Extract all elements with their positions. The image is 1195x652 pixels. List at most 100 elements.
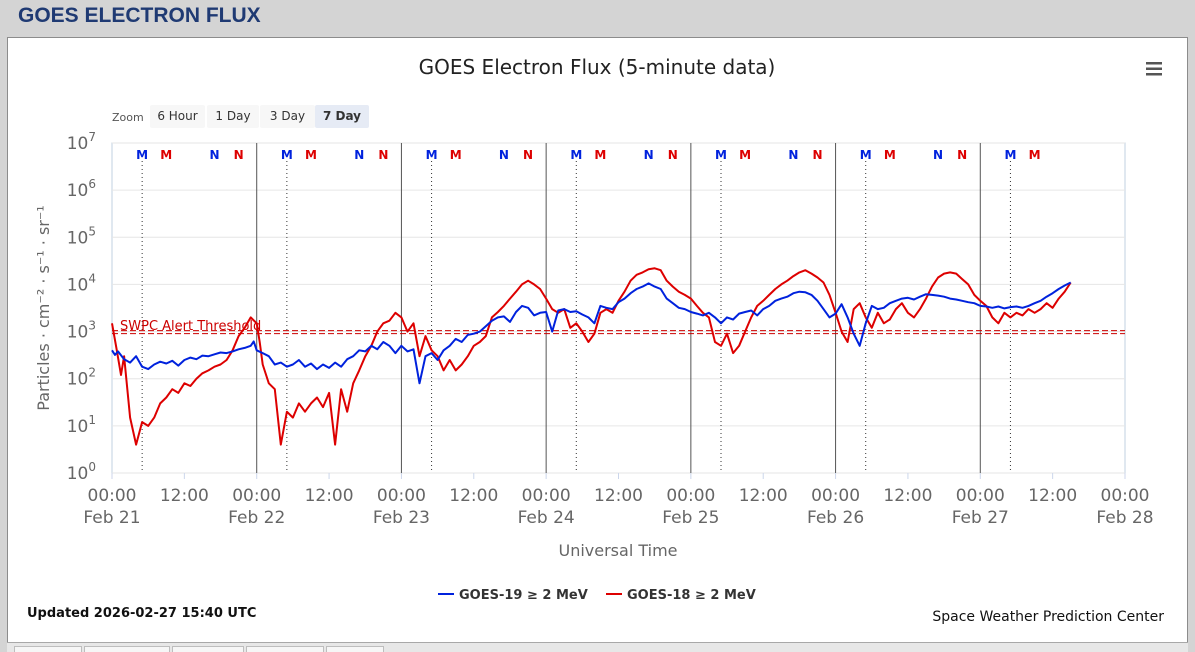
y-tick-label: 105 <box>67 224 96 248</box>
x-tick-time: 12:00 <box>1028 486 1077 506</box>
zoom-button-label: 7 Day <box>323 109 361 123</box>
x-tick-time: 12:00 <box>739 486 788 506</box>
threshold-label: SWPC Alert Threshold <box>120 319 261 334</box>
zoom-button-label: 6 Hour <box>157 109 197 123</box>
series-group <box>111 267 1072 446</box>
y-tick-label: 100 <box>67 460 96 484</box>
chart-panel <box>7 37 1188 643</box>
x-tick-time: 00:00 <box>1101 486 1150 506</box>
zoom-button-bg <box>150 105 205 128</box>
y-tick-label: 104 <box>67 271 96 295</box>
y-tick-label: 107 <box>67 130 96 154</box>
y-tick-label: 101 <box>67 413 96 437</box>
legend-item: GOES-18 ≥ 2 MeV <box>627 588 756 603</box>
x-tick-time: 12:00 <box>449 486 498 506</box>
marker-label: N <box>209 148 219 162</box>
marker-label: M <box>160 148 172 162</box>
zoom-button[interactable]: 3 Day <box>260 105 315 128</box>
marker-label: N <box>354 148 364 162</box>
marker-label: M <box>1004 148 1016 162</box>
zoom-button-label: 3 Day <box>270 109 305 123</box>
x-tick-time: 00:00 <box>377 486 426 506</box>
zoom-button-bg <box>207 105 259 128</box>
x-tick-time: 00:00 <box>88 486 137 506</box>
x-tick-date: Feb 26 <box>807 508 864 528</box>
marker-label: M <box>884 148 896 162</box>
bottom-tab[interactable] <box>84 646 170 652</box>
x-tick-date: Feb 21 <box>83 508 140 528</box>
y-axis-label: Particles · cm⁻² · s⁻¹ · sr⁻¹ <box>34 205 53 410</box>
zoom-button[interactable]: 1 Day <box>207 105 259 128</box>
x-tick-time: 12:00 <box>160 486 209 506</box>
x-tick-time: 12:00 <box>883 486 932 506</box>
series-line <box>111 267 1072 446</box>
x-tick-time: 00:00 <box>811 486 860 506</box>
marker-label: M <box>715 148 727 162</box>
marker-label: M <box>450 148 462 162</box>
x-tick-date: Feb 27 <box>952 508 1009 528</box>
grid <box>112 142 1125 474</box>
bottom-tab[interactable] <box>14 646 82 652</box>
marker-label: M <box>136 148 148 162</box>
x-tick-time: 12:00 <box>594 486 643 506</box>
series-line <box>111 281 1072 385</box>
credit-text: Space Weather Prediction Center <box>932 609 1164 625</box>
zoom-button[interactable]: 7 Day <box>315 105 369 128</box>
x-tick-time: 00:00 <box>666 486 715 506</box>
zoom-button[interactable]: 6 Hour <box>150 105 205 128</box>
y-axis-ticks: 100 101 102 103 104 105 106 107 <box>67 130 96 484</box>
marker-label: M <box>860 148 872 162</box>
marker-label: M <box>305 148 317 162</box>
marker-label: M <box>1029 148 1041 162</box>
zoom-button-bg <box>315 105 369 128</box>
bottom-tab[interactable] <box>326 646 384 652</box>
x-tick-date: Feb 22 <box>228 508 285 528</box>
y-tick-label: 103 <box>67 319 96 343</box>
threshold-group: SWPC Alert Threshold <box>112 319 1125 335</box>
marker-label: M <box>281 148 293 162</box>
plot-frame <box>111 142 1126 474</box>
day-lines <box>256 143 981 473</box>
marker-label: N <box>234 148 244 162</box>
marker-lines <box>141 161 1011 473</box>
menu-icon[interactable] <box>1140 58 1168 80</box>
x-tick-time: 00:00 <box>522 486 571 506</box>
bottom-tab[interactable] <box>172 646 244 652</box>
x-tick-date: Feb 24 <box>518 508 575 528</box>
marker-label: N <box>957 148 967 162</box>
marker-label: M <box>594 148 606 162</box>
bottom-tab-strip <box>7 642 1188 652</box>
marker-label: N <box>668 148 678 162</box>
x-axis-label: Universal Time <box>558 541 677 560</box>
zoom-button-bg <box>260 105 315 128</box>
legend: GOES-19 ≥ 2 MeV GOES-18 ≥ 2 MeV <box>438 588 756 603</box>
zoom-button-label: 1 Day <box>215 109 250 123</box>
zoom-buttons: 6 Hour 1 Day 3 Day 7 Day <box>150 105 369 128</box>
x-tick-date: Feb 23 <box>373 508 430 528</box>
marker-label: N <box>644 148 654 162</box>
updated-timestamp: Updated 2026-02-27 15:40 UTC <box>27 606 256 621</box>
marker-label: N <box>378 148 388 162</box>
bottom-tab[interactable] <box>246 646 324 652</box>
y-tick-label: 102 <box>67 366 96 390</box>
marker-label: N <box>788 148 798 162</box>
marker-label: M <box>570 148 582 162</box>
marker-label: M <box>426 148 438 162</box>
marker-label: M <box>739 148 751 162</box>
x-tick-time: 00:00 <box>232 486 281 506</box>
x-tick-date: Feb 28 <box>1096 508 1153 528</box>
y-tick-label: 106 <box>67 177 96 201</box>
marker-label: N <box>812 148 822 162</box>
x-tick-date: Feb 25 <box>662 508 719 528</box>
x-tick-time: 00:00 <box>956 486 1005 506</box>
marker-label: N <box>499 148 509 162</box>
marker-label: N <box>933 148 943 162</box>
legend-item: GOES-19 ≥ 2 MeV <box>459 588 588 603</box>
chart-title: GOES Electron Flux (5-minute data) <box>419 55 776 79</box>
page-header: GOES ELECTRON FLUX <box>18 4 261 27</box>
zoom-label: Zoom <box>112 111 144 124</box>
marker-label: N <box>523 148 533 162</box>
